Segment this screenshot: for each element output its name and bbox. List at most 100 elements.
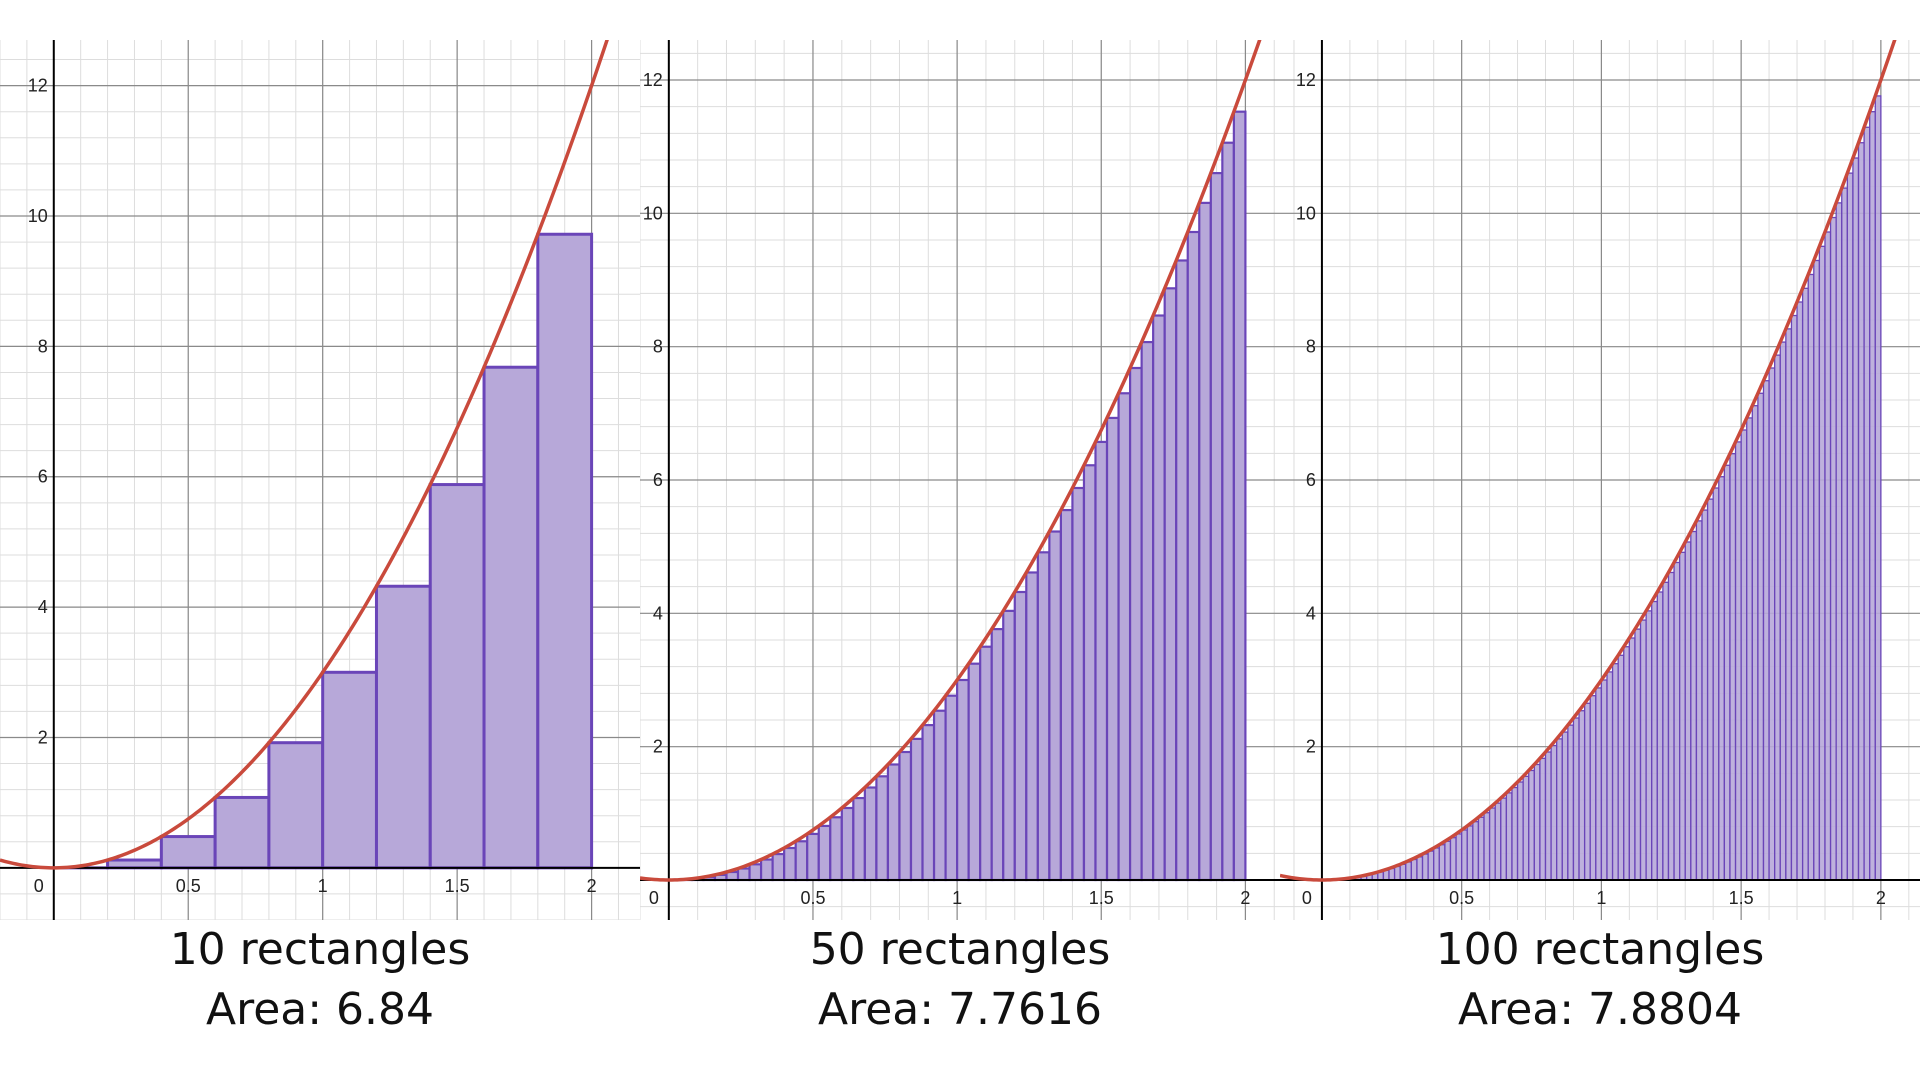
y-tick-label: 10: [643, 203, 663, 223]
y-tick-label: 8: [653, 337, 663, 357]
rectangle-bar: [794, 840, 809, 882]
rectangle-bar: [1824, 231, 1832, 881]
rectangle-bar: [840, 806, 855, 882]
rectangle-bar: [1393, 865, 1401, 881]
rectangle-bar: [1746, 417, 1753, 881]
y-tick-label: 2: [1306, 737, 1316, 757]
x-tick-label: 0.5: [176, 876, 201, 896]
rectangle-bar: [1477, 816, 1485, 881]
y-tick-label: 12: [1296, 70, 1316, 90]
rectangle-bar: [374, 584, 432, 870]
rectangle-bar: [1606, 671, 1614, 881]
origin-label: 0: [34, 876, 44, 896]
rectangle-bar: [1059, 508, 1074, 882]
y-tick-label: 6: [653, 470, 663, 490]
rectangle-bar: [1589, 695, 1597, 881]
x-tick-label: 1.5: [445, 876, 470, 896]
rectangle-bar: [1785, 328, 1793, 881]
rectangle-bar: [1667, 571, 1675, 881]
rectangle-bar: [1198, 201, 1212, 882]
x-tick-label: 1: [952, 888, 962, 908]
chart-panel-3: 0.5 1 1.5 2 2 4 6 8 10 12 0 100 rectangles Area: 7…: [1280, 40, 1920, 1040]
rectangle-bar: [829, 816, 843, 882]
rectangle-bar: [1544, 751, 1552, 881]
rectangle-bar: [1556, 738, 1563, 881]
rectangle-bar: [1516, 781, 1524, 881]
rectangle-bar: [1455, 833, 1463, 881]
chart-caption-3: 100 rectangles: [1435, 924, 1765, 975]
rectangle-bar: [482, 365, 540, 870]
chart-area-label-1: Area: 6.84: [205, 984, 435, 1035]
rectangle-bar: [1595, 687, 1603, 881]
rectangle-bar: [1863, 126, 1871, 881]
chart-caption-2: 50 rectangles: [809, 924, 1111, 975]
rectangle-bar: [1740, 429, 1748, 881]
rectangle-bar: [1082, 464, 1097, 882]
y-tick-label: 8: [38, 336, 48, 356]
rectangle-bar: [1801, 287, 1809, 881]
rectangle-bar: [1779, 341, 1787, 881]
y-tick-label: 8: [1306, 337, 1316, 357]
rectangle-bar: [1835, 202, 1843, 881]
rectangle-bar: [428, 483, 486, 870]
rectangle-bar: [1583, 702, 1591, 881]
rectangle-bar: [1729, 453, 1737, 881]
rectangle-bar: [1572, 717, 1580, 881]
rectangle-bar: [1388, 867, 1396, 881]
rectangle-bar: [956, 678, 970, 882]
rectangle-bar: [875, 775, 890, 882]
x-tick-label: 1.5: [1729, 888, 1754, 908]
chart-svg-3: 0.5 1 1.5 2 2 4 6 8 10 12 0: [1280, 40, 1920, 920]
rectangles: [52, 232, 594, 870]
rectangle-bar: [771, 852, 786, 882]
rectangle-bar: [1533, 763, 1541, 881]
rectangle-bar: [1673, 561, 1681, 881]
x-tick-label: 0.5: [1449, 888, 1474, 908]
rectangle-bar: [817, 824, 832, 882]
chart-panel-2: 0.5 1 1.5 2 2 4 6 8 10 12 0 50 rectangles Area: 7.…: [640, 40, 1280, 1040]
function-curve: [640, 40, 1262, 882]
rectangle-bar: [1461, 829, 1468, 881]
rectangle-bar: [1472, 821, 1480, 881]
rectangle-bar: [159, 835, 217, 870]
rectangle-bar: [979, 645, 993, 882]
rectangle-bar: [1869, 111, 1876, 881]
rectangle-bar: [1488, 807, 1496, 881]
chart-area-label-3: Area: 7.8804: [1457, 984, 1743, 1035]
rectangle-bar: [944, 694, 959, 882]
rectangle-bar: [1186, 230, 1201, 882]
rectangle-bar: [1421, 853, 1429, 881]
rectangle-bar: [106, 858, 163, 870]
rectangles: [667, 110, 1247, 882]
rectangle-bar: [1221, 141, 1235, 882]
rectangle-bar: [1600, 679, 1608, 881]
x-tick-label: 1: [318, 876, 328, 896]
rectangle-bar: [990, 628, 1005, 882]
rectangle-bar: [1002, 609, 1016, 882]
y-tick-label: 6: [38, 467, 48, 487]
y-tick-label: 12: [643, 70, 663, 90]
rectangle-bar: [1712, 487, 1720, 881]
rectangle-bar: [1751, 405, 1759, 881]
function-curve: [0, 40, 609, 870]
rectangle-bar: [1399, 863, 1407, 881]
rectangle-bar: [1874, 95, 1882, 881]
rectangle-bar: [736, 867, 751, 882]
rectangle-bar: [898, 750, 913, 882]
rectangle-bar: [1617, 654, 1625, 881]
rectangle-bar: [1163, 287, 1178, 882]
rectangle-bar: [1623, 646, 1630, 881]
rectangle-bar: [1611, 663, 1619, 881]
rectangle-bar: [1550, 744, 1558, 881]
rectangle-bar: [1718, 476, 1726, 881]
rectangle-bar: [783, 846, 797, 882]
rectangle-bar: [1757, 392, 1765, 881]
rectangle-bar: [1105, 416, 1120, 882]
chart-area-label-2: Area: 7.7616: [817, 984, 1103, 1035]
rectangle-bar: [1790, 314, 1798, 881]
rectangle-bar: [1505, 792, 1513, 881]
rectangle-bar: [1567, 724, 1575, 881]
x-tick-label: 2: [1240, 888, 1250, 908]
rectangle-bar: [1829, 216, 1837, 881]
rectangle-bar: [1175, 259, 1189, 882]
